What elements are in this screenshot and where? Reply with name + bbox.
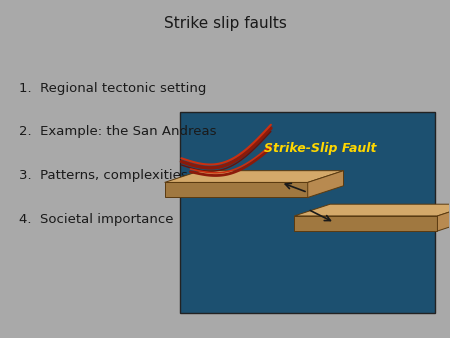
Polygon shape: [437, 204, 450, 231]
Polygon shape: [165, 183, 308, 197]
Polygon shape: [294, 216, 437, 231]
Text: Strike-Slip Fault: Strike-Slip Fault: [264, 142, 377, 155]
Text: 4.  Societal importance: 4. Societal importance: [19, 213, 174, 225]
Text: 1.  Regional tectonic setting: 1. Regional tectonic setting: [19, 82, 207, 95]
FancyBboxPatch shape: [180, 112, 435, 313]
Polygon shape: [165, 171, 343, 183]
Polygon shape: [294, 204, 450, 216]
Text: 2.  Example: the San Andreas: 2. Example: the San Andreas: [19, 125, 217, 139]
Polygon shape: [308, 171, 343, 197]
Text: Strike slip faults: Strike slip faults: [163, 17, 287, 31]
Text: 3.  Patterns, complexities: 3. Patterns, complexities: [19, 169, 188, 182]
